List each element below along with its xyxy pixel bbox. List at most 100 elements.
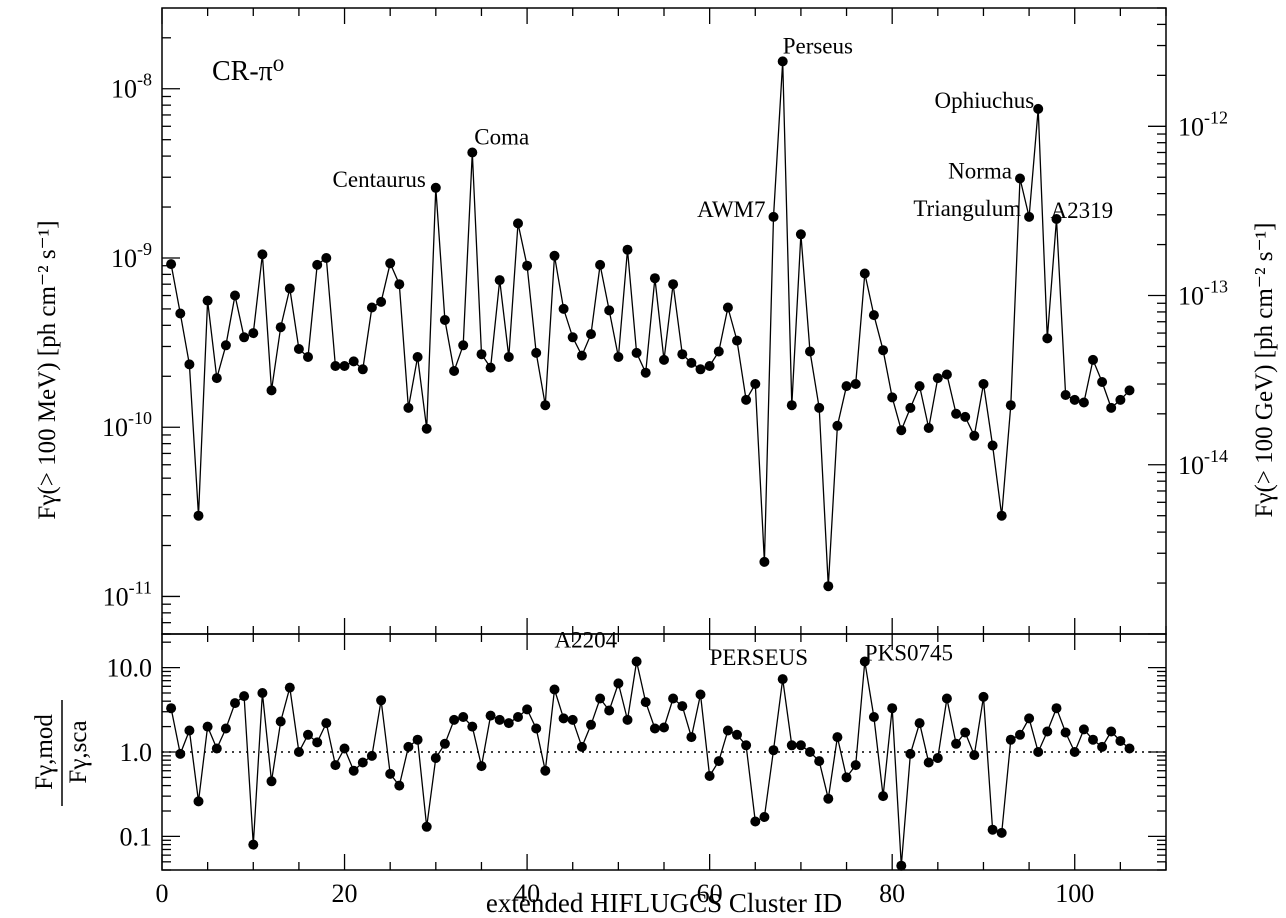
bottom-data-point bbox=[485, 710, 496, 721]
top-data-point bbox=[284, 283, 295, 294]
bottom-data-point bbox=[467, 721, 478, 732]
bottom-data-point bbox=[257, 688, 268, 698]
bottom-data-point bbox=[951, 738, 962, 749]
bottom-annotations: A2204 PERSEUS PKS0745 bbox=[555, 628, 954, 671]
bottom-plot-frame bbox=[161, 633, 1167, 871]
bottom-y-axis-ticks: 0.1 1.0 10.0 bbox=[107, 641, 1166, 871]
top-data-point bbox=[193, 510, 204, 521]
top-data-point bbox=[1078, 397, 1089, 408]
bottom-data-point bbox=[558, 713, 569, 724]
bottom-data-point bbox=[686, 732, 697, 743]
top-data-point bbox=[686, 357, 697, 368]
bottom-data-point bbox=[230, 698, 240, 709]
top-data-point bbox=[759, 556, 770, 567]
top-data-point bbox=[732, 335, 742, 346]
bottom-data-point bbox=[549, 684, 560, 695]
top-data-point bbox=[321, 253, 332, 263]
top-y2-axis-title: Fγ(> 100 GeV) [ph cm⁻² s⁻¹] bbox=[1251, 223, 1278, 518]
top-data-point bbox=[1005, 400, 1016, 411]
bottom-data-point bbox=[741, 740, 752, 751]
bottom-data-point bbox=[220, 723, 231, 734]
tick-label-bottom-y: 0.1 bbox=[120, 822, 153, 851]
bottom-data-point bbox=[330, 760, 341, 771]
bottom-data-point bbox=[640, 697, 651, 708]
top-data-point bbox=[348, 356, 359, 367]
top-data-point bbox=[951, 408, 962, 419]
bottom-data-point bbox=[193, 796, 204, 807]
bottom-data-point bbox=[996, 827, 1007, 838]
bottom-data-point bbox=[476, 761, 487, 772]
top-data-point bbox=[211, 373, 222, 384]
bottom-data-point bbox=[1033, 747, 1044, 757]
top-data-point bbox=[814, 402, 825, 413]
top-series-line bbox=[170, 61, 1130, 587]
top-data-point bbox=[567, 332, 578, 343]
top-data-point bbox=[786, 400, 797, 411]
top-data-point bbox=[823, 581, 834, 592]
top-data-point bbox=[522, 260, 533, 271]
bottom-data-point bbox=[978, 691, 989, 702]
tick-label-top-y: 10-9 bbox=[111, 239, 152, 273]
top-data-point bbox=[339, 361, 350, 371]
top-data-point bbox=[595, 259, 606, 270]
bottom-panel: 0.1 1.0 10.0 0 20 40 60 80 100 A2204 PERSEUS PKS0… bbox=[31, 628, 1167, 918]
top-data-point bbox=[741, 394, 752, 405]
bottom-data-point bbox=[878, 791, 889, 802]
top-data-point bbox=[293, 344, 304, 354]
bottom-data-point bbox=[513, 712, 523, 722]
top-data-point bbox=[659, 354, 669, 365]
bottom-data-point bbox=[1024, 713, 1035, 724]
top-data-point bbox=[868, 310, 879, 321]
bottom-data-point bbox=[275, 716, 286, 727]
bottom-data-point bbox=[677, 701, 688, 712]
top-data-point bbox=[640, 367, 651, 378]
bottom-data-point bbox=[321, 718, 332, 729]
bottom-data-point bbox=[339, 743, 350, 754]
top-data-point bbox=[750, 379, 761, 389]
bottom-data-point bbox=[859, 656, 870, 667]
x-tick-label: 0 bbox=[156, 879, 169, 908]
top-data-point bbox=[586, 329, 596, 340]
top-data-point bbox=[987, 440, 998, 451]
bottom-data-point bbox=[768, 745, 779, 756]
tick-label-top-y: 10-11 bbox=[103, 577, 152, 611]
top-data-point bbox=[230, 290, 240, 301]
top-data-point bbox=[449, 366, 460, 376]
tick-label-top-y2: 10-13 bbox=[1178, 277, 1228, 311]
bottom-x-axis-title: extended HIFLUGCS Cluster ID bbox=[486, 888, 842, 918]
top-data-point bbox=[357, 364, 368, 375]
bottom-data-point bbox=[531, 723, 542, 734]
bottom-data-point bbox=[1124, 743, 1135, 754]
bottom-data-point bbox=[613, 678, 624, 689]
bottom-data-point bbox=[695, 689, 706, 700]
bottom-x-axis-ticks: 0 20 40 60 80 100 bbox=[156, 634, 1167, 908]
top-data-point bbox=[668, 279, 679, 290]
top-data-point bbox=[713, 346, 724, 357]
bottom-data-point bbox=[1015, 729, 1025, 740]
bottom-data-point bbox=[385, 768, 396, 779]
bottom-series-line bbox=[170, 661, 1130, 866]
bottom-data-point bbox=[357, 757, 368, 768]
bottom-data-point bbox=[1078, 724, 1089, 735]
top-data-point bbox=[978, 379, 989, 389]
top-data-point bbox=[887, 392, 898, 403]
top-data-point bbox=[941, 369, 952, 380]
bottom-data-point bbox=[750, 816, 761, 827]
top-data-point bbox=[430, 182, 441, 193]
bottom-data-point bbox=[439, 738, 450, 749]
top-data-point bbox=[1015, 173, 1025, 184]
bottom-data-point bbox=[303, 729, 313, 740]
top-data-point bbox=[622, 244, 633, 255]
top-data-point bbox=[540, 400, 551, 411]
bottom-data-point bbox=[631, 656, 642, 667]
bottom-data-point bbox=[166, 703, 177, 714]
top-data-point bbox=[932, 373, 943, 384]
tick-label-top-y2: 10-14 bbox=[1178, 446, 1228, 480]
top-data-point bbox=[220, 340, 231, 351]
top-data-point bbox=[403, 402, 414, 413]
x-tick-label: 60 bbox=[697, 879, 723, 908]
tick-label-bottom-y: 1.0 bbox=[120, 738, 153, 767]
bottom-data-point bbox=[1106, 726, 1117, 737]
top-data-point bbox=[613, 352, 624, 362]
